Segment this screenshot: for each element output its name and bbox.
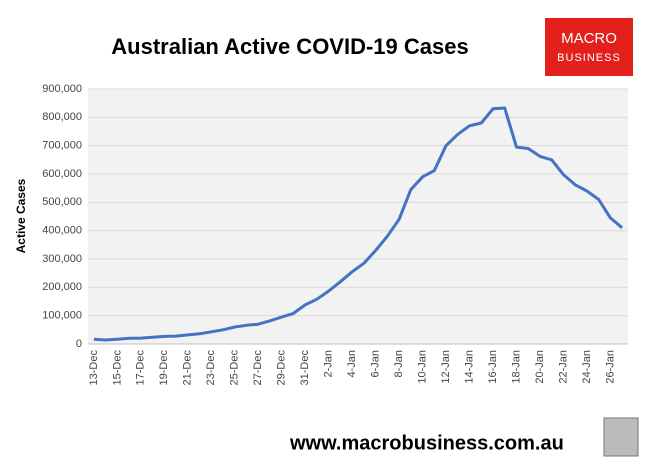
x-tick-label: 2-Jan — [323, 350, 335, 378]
x-tick-label: 16-Jan — [487, 350, 499, 384]
y-tick-label: 0 — [76, 338, 82, 350]
x-tick-label: 6-Jan — [370, 350, 382, 378]
y-tick-label: 800,000 — [42, 111, 82, 123]
x-tick-label: 24-Jan — [581, 350, 593, 384]
x-tick-label: 10-Jan — [416, 350, 428, 384]
y-tick-label: 600,000 — [42, 168, 82, 180]
x-tick-label: 13-Dec — [88, 350, 100, 386]
x-tick-label: 17-Dec — [135, 350, 147, 386]
x-tick-label: 8-Jan — [393, 350, 405, 378]
footer-url: www.macrobusiness.com.au — [289, 432, 564, 454]
x-tick-label: 4-Jan — [346, 350, 358, 378]
y-tick-label: 400,000 — [42, 225, 82, 237]
x-tick-label: 15-Dec — [111, 350, 123, 386]
logo-text: MACRO — [561, 30, 617, 47]
y-tick-label: 700,000 — [42, 140, 82, 152]
series-line — [93, 106, 624, 342]
x-tick-label: 12-Jan — [440, 350, 452, 384]
y-tick-label: 900,000 — [42, 83, 82, 95]
x-tick-label: 23-Dec — [205, 350, 217, 386]
wolf-icon — [603, 417, 639, 457]
y-tick-label: 300,000 — [42, 253, 82, 265]
logo-text: BUSINESS — [557, 52, 621, 64]
plot-area — [88, 89, 628, 344]
chart-title: Australian Active COVID-19 Cases — [111, 34, 468, 59]
x-tick-label: 22-Jan — [557, 350, 569, 384]
x-tick-label: 27-Dec — [252, 350, 264, 386]
y-tick-label: 200,000 — [42, 281, 82, 293]
x-tick-label: 18-Jan — [510, 350, 522, 384]
x-tick-label: 19-Dec — [158, 350, 170, 386]
y-axis-title: Active Cases — [14, 178, 28, 253]
x-tick-label: 29-Dec — [276, 350, 288, 386]
x-tick-label: 21-Dec — [182, 350, 194, 386]
x-tick-label: 20-Jan — [534, 350, 546, 384]
x-tick-label: 31-Dec — [299, 350, 311, 386]
y-tick-label: 100,000 — [42, 310, 82, 322]
x-tick-label: 25-Dec — [229, 350, 241, 386]
y-tick-label: 500,000 — [42, 196, 82, 208]
x-tick-label: 14-Jan — [463, 350, 475, 384]
x-tick-label: 26-Jan — [604, 350, 616, 384]
logo-box — [545, 18, 633, 76]
